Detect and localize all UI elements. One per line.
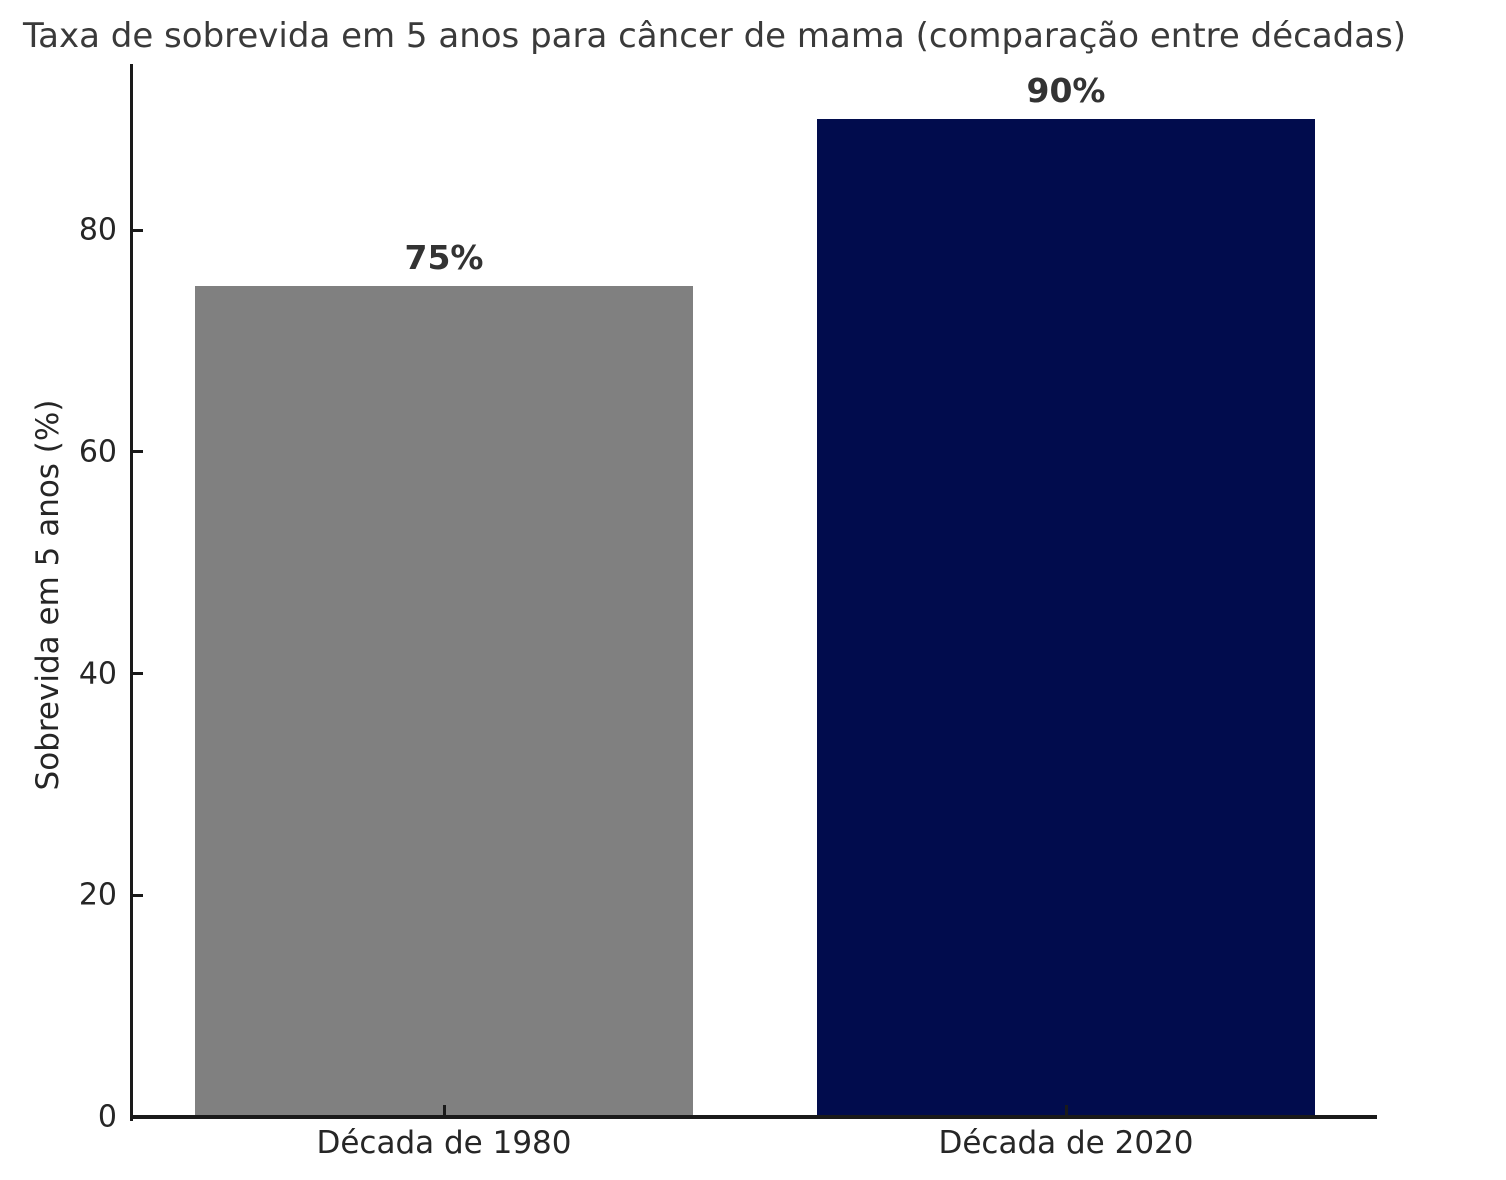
y-tick-label: 80	[78, 212, 117, 248]
y-tick-label: 60	[78, 434, 117, 470]
y-tick-mark	[133, 450, 143, 454]
y-tick-label: 20	[78, 877, 117, 913]
y-tick-mark	[133, 228, 143, 232]
x-tick-mark	[1064, 1105, 1068, 1115]
bar-1	[195, 285, 693, 1118]
y-tick-mark	[133, 893, 143, 897]
y-axis-spine	[130, 64, 133, 1121]
y-tick-mark	[133, 672, 143, 676]
y-tick-mark	[133, 1115, 143, 1119]
x-tick-label: Década de 1980	[316, 1125, 572, 1161]
bar-2	[817, 119, 1315, 1118]
bar-value-label: 90%	[1026, 71, 1106, 111]
x-axis-spine	[130, 1115, 1377, 1119]
x-tick-mark	[442, 1105, 446, 1115]
x-tick-label: Década de 2020	[938, 1125, 1194, 1161]
y-tick-label: 0	[97, 1099, 117, 1135]
bar-value-label: 75%	[404, 237, 484, 277]
y-tick-label: 40	[78, 656, 117, 692]
chart-title: Taxa de sobrevida em 5 anos para câncer …	[23, 16, 1407, 56]
